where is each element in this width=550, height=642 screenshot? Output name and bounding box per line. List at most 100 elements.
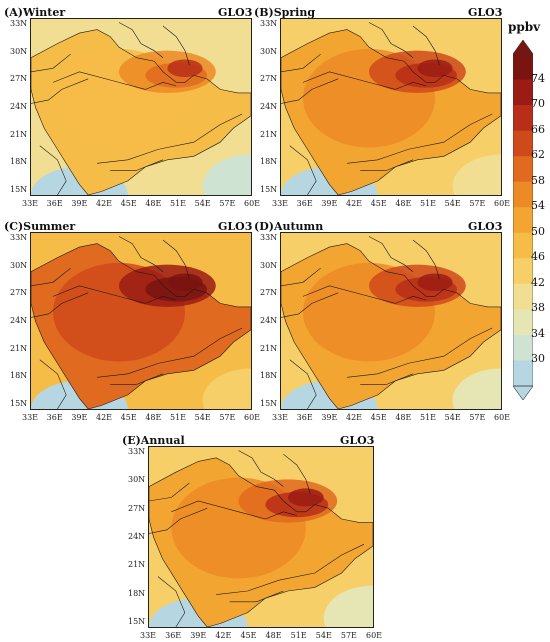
country-border [347, 328, 492, 377]
lat-tick-label: 33N [260, 233, 278, 242]
colorbar-segment [513, 79, 533, 106]
country-border [149, 508, 207, 533]
coastline [281, 30, 501, 195]
colorbar-tick-label: 42 [531, 275, 545, 289]
colorbar-tick-label: 66 [531, 122, 545, 136]
lat-tick-label: 15N [260, 185, 278, 194]
panel-title: (C)Summer [4, 220, 76, 233]
panel-variable-label: GLO3 [468, 220, 503, 233]
country-border [369, 237, 413, 272]
country-border [413, 26, 439, 65]
lon-tick-label: 60E [494, 199, 511, 208]
colorbar-segment [513, 360, 533, 387]
lat-tick-label: 18N [10, 157, 28, 167]
lat-tick-label: 24N [128, 532, 146, 541]
lon-tick-label: 42E [96, 413, 113, 422]
lat-tick-label: 18N [260, 157, 278, 167]
country-border [230, 591, 284, 602]
lon-tick-label: 48E [265, 631, 282, 640]
lon-tick-label: 54E [315, 631, 332, 640]
lon-tick-label: 42E [96, 199, 113, 208]
lat-tick-label: 21N [10, 343, 28, 353]
lon-tick-label: 42E [215, 631, 232, 640]
concentration-contour [167, 273, 203, 292]
coastline [281, 244, 501, 409]
lat-tick-label: 24N [10, 316, 28, 325]
panel-variable-label: GLO3 [218, 6, 253, 19]
concentration-contour [167, 59, 203, 78]
lon-tick-label: 36E [46, 413, 63, 422]
lon-tick-label: 57E [219, 199, 236, 208]
colorbar-title: ppbv [508, 20, 541, 34]
colorbar-segment [513, 54, 533, 81]
lat-tick-label: 18N [260, 371, 278, 381]
low-value-region [452, 154, 501, 195]
colorbar-max-arrow [513, 40, 533, 55]
lat-tick-label: 27N [10, 288, 28, 298]
concentration-contour [417, 273, 453, 292]
lon-tick-label: 39E [71, 413, 88, 422]
map-area [30, 18, 252, 196]
country-border [216, 544, 364, 594]
lat-tick-label: 15N [10, 185, 28, 194]
country-border [369, 23, 413, 58]
lat-tick-label: 21N [260, 129, 278, 139]
country-border [171, 501, 265, 519]
lon-tick-label: 57E [469, 413, 486, 422]
lat-tick-label: 18N [10, 371, 28, 381]
country-border [145, 82, 176, 89]
coastline [31, 244, 251, 409]
low-value-region [452, 368, 501, 409]
low-value-region [202, 368, 251, 409]
lat-tick-label: 15N [10, 399, 28, 408]
lat-tick-label: 24N [260, 102, 278, 111]
country-border [53, 72, 145, 90]
lon-tick-label: 54E [194, 199, 211, 208]
colorbar-segment [513, 105, 533, 132]
lat-tick-label: 33N [10, 19, 28, 28]
colorbar-segment [513, 258, 533, 285]
colorbar-segment [513, 283, 533, 310]
colorbar-tick-label: 50 [531, 224, 545, 238]
panel-title: (E)Annual [122, 434, 185, 447]
lon-tick-label: 33E [140, 631, 157, 640]
lon-tick-label: 48E [145, 199, 162, 208]
colorbar-segment [513, 232, 533, 259]
lat-tick-label: 33N [128, 447, 146, 456]
lon-tick-label: 48E [145, 413, 162, 422]
concentration-contour [417, 59, 453, 78]
colorbar-tick-label: 58 [531, 173, 545, 187]
country-border [158, 577, 185, 627]
colorbar-tick-label: 70 [531, 97, 545, 111]
colorbar-min-arrow [513, 385, 533, 400]
lon-tick-label: 33E [272, 413, 289, 422]
lon-tick-label: 36E [296, 413, 313, 422]
panel-title: (B)Spring [254, 6, 316, 19]
colorbar-tick-label: 54 [531, 199, 545, 213]
country-border [149, 483, 189, 501]
panel-variable-label: GLO3 [218, 220, 253, 233]
lon-tick-label: 45E [240, 631, 257, 640]
colorbar-segment [513, 309, 533, 336]
country-border [40, 360, 66, 409]
panel-title: (A)Winter [4, 6, 66, 19]
lon-tick-label: 36E [46, 199, 63, 208]
lon-tick-label: 42E [346, 199, 363, 208]
lon-tick-label: 57E [469, 199, 486, 208]
lon-tick-label: 48E [395, 199, 412, 208]
colorbar-tick-label: 62 [531, 148, 545, 162]
lat-tick-label: 33N [260, 19, 278, 28]
country-border [360, 374, 413, 385]
country-border [281, 293, 338, 318]
low-value-region [202, 154, 251, 195]
country-border [360, 160, 413, 171]
country-border [40, 146, 66, 195]
lat-tick-label: 30N [260, 260, 278, 270]
map-area [30, 232, 252, 410]
lat-tick-label: 27N [128, 503, 146, 513]
lon-tick-label: 33E [22, 413, 39, 422]
lon-tick-label: 45E [370, 199, 387, 208]
country-border [303, 286, 395, 304]
country-border [163, 26, 189, 65]
lon-tick-label: 39E [321, 199, 338, 208]
